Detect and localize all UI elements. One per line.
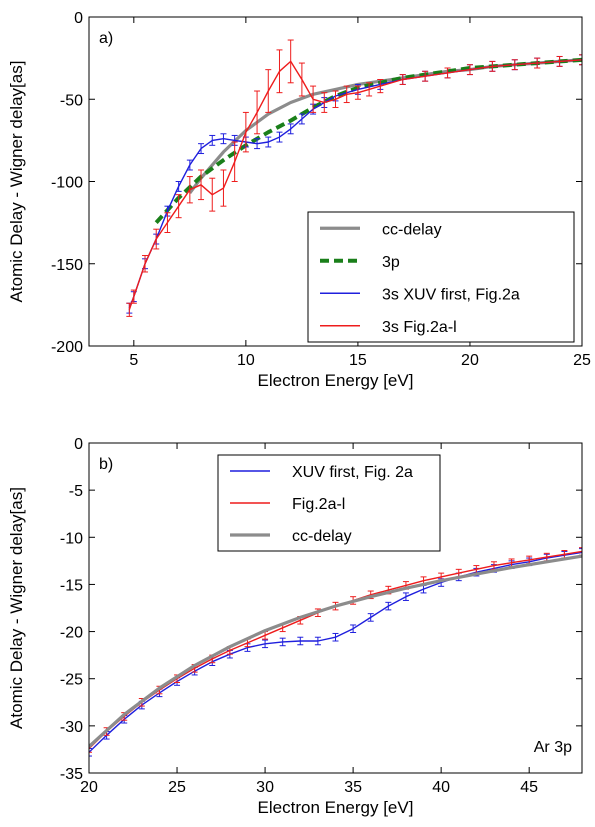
x-tick-label: 20 bbox=[461, 352, 479, 369]
x-tick-label: 20 bbox=[80, 779, 98, 796]
x-tick-label: 25 bbox=[573, 352, 591, 369]
legend: XUV first, Fig. 2a Fig.2a-l cc-delay bbox=[217, 454, 441, 552]
y-tick-label: -100 bbox=[51, 175, 83, 192]
y-tick-label: 0 bbox=[74, 436, 83, 453]
series-group bbox=[126, 39, 582, 317]
legend-label-2: 3p bbox=[382, 254, 400, 271]
y-tick-label: -10 bbox=[60, 530, 83, 547]
panel-label: b) bbox=[99, 456, 113, 473]
panel-label: a) bbox=[99, 30, 113, 47]
y-tick-label: 0 bbox=[74, 10, 83, 27]
series-line-2 bbox=[89, 550, 582, 750]
legend-label-1: cc-delay bbox=[382, 221, 442, 238]
y-tick-label: -5 bbox=[69, 483, 83, 500]
legend-label-4: 3s Fig.2a-l bbox=[382, 319, 457, 336]
chart-panel-b: 20 25 30 35 40 45 0 -5 -10 -15 -20 -25 -30 -35 Electro… bbox=[7, 436, 583, 817]
y-tick-label: -50 bbox=[60, 92, 83, 109]
plot-frame bbox=[88, 442, 583, 774]
y-tick-label: -200 bbox=[51, 339, 83, 356]
x-axis-label: Electron Energy [eV] bbox=[258, 798, 414, 817]
legend: cc-delay 3p 3s XUV first, Fig.2a 3s Fig.2a-… bbox=[307, 211, 575, 343]
y-axis-label: Atomic Delay - Wigner delay[as] bbox=[7, 61, 26, 303]
series-line-1 bbox=[89, 551, 582, 753]
y-axis-label: Atomic Delay - Wigner delay[as] bbox=[7, 487, 26, 729]
series-line-3 bbox=[89, 554, 582, 748]
x-tick-label: 40 bbox=[432, 779, 450, 796]
legend-label-2: Fig.2a-l bbox=[292, 496, 345, 513]
x-axis-label: Electron Energy [eV] bbox=[258, 371, 414, 390]
y-tick-label: -20 bbox=[60, 625, 83, 642]
legend-box bbox=[307, 211, 575, 343]
legend-label-3: cc-delay bbox=[292, 528, 352, 545]
x-tick-label: 5 bbox=[129, 352, 138, 369]
x-tick-label: 30 bbox=[256, 779, 274, 796]
series-group bbox=[89, 547, 582, 757]
y-tick-label: -150 bbox=[51, 257, 83, 274]
chart-panel-a: 5 10 15 20 25 0 -50 -100 -150 -200 Electron Energy… bbox=[7, 10, 591, 390]
legend-label-1: XUV first, Fig. 2a bbox=[292, 464, 413, 481]
x-tick-label: 35 bbox=[344, 779, 362, 796]
y-tick-label: -25 bbox=[60, 672, 83, 689]
y-tick-label: -15 bbox=[60, 577, 83, 594]
y-tick-label: -30 bbox=[60, 719, 83, 736]
x-tick-label: 15 bbox=[349, 352, 367, 369]
x-tick-label: 25 bbox=[168, 779, 186, 796]
legend-label-3: 3s XUV first, Fig.2a bbox=[382, 286, 520, 303]
y-tick-label: -35 bbox=[60, 766, 83, 783]
annotation-label: Ar 3p bbox=[534, 739, 572, 756]
x-tick-label: 10 bbox=[237, 352, 255, 369]
x-tick-label: 45 bbox=[520, 779, 538, 796]
